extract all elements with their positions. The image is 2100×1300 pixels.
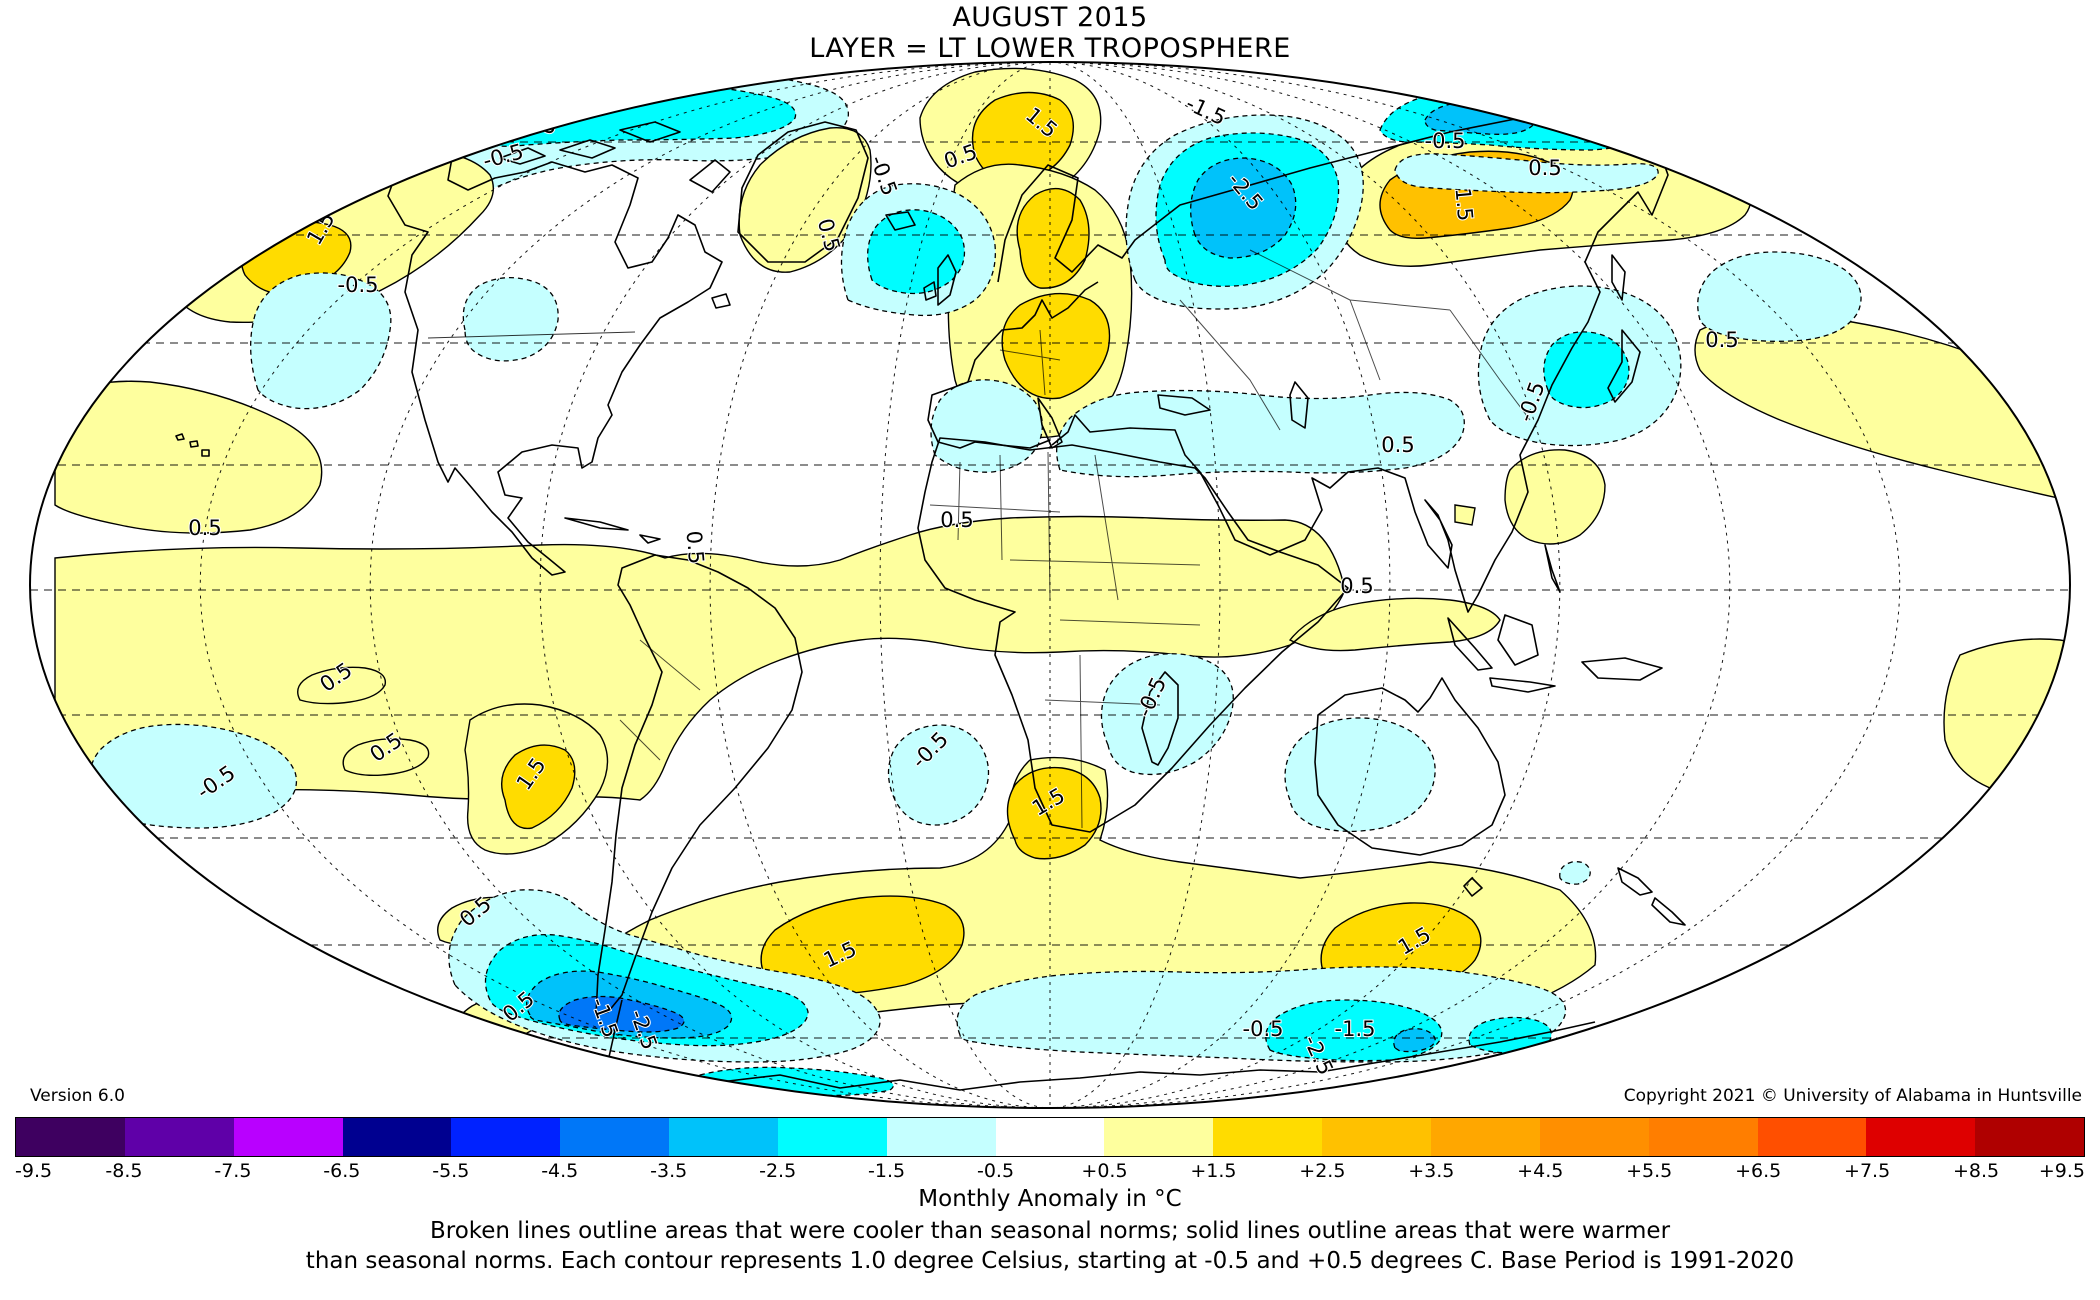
colorbar-tick--5.5: -5.5 bbox=[432, 1160, 470, 1182]
caption-line-1: Broken lines outline areas that were coo… bbox=[429, 1218, 1671, 1244]
colorbar-tick--7.5: -7.5 bbox=[214, 1160, 252, 1182]
contour-label-18: 0.5 bbox=[940, 508, 973, 532]
colorbar-segment-12 bbox=[1322, 1118, 1431, 1156]
contour-label-33: -0.5 bbox=[1243, 1017, 1284, 1041]
colorbar-segment-5 bbox=[560, 1118, 670, 1156]
colorbar-segment-10 bbox=[1104, 1118, 1214, 1156]
colorbar-tick--2.5: -2.5 bbox=[759, 1160, 797, 1182]
colorbar-tick--8.5: -8.5 bbox=[105, 1160, 143, 1182]
map-caption: Broken lines outline areas that were coo… bbox=[0, 1216, 2100, 1277]
colorbar-segment-16 bbox=[1757, 1118, 1867, 1156]
colorbar-segment-15 bbox=[1648, 1118, 1758, 1156]
colorbar-ticks: -9.5 -8.5 -7.5 -6.5 -5.5 -4.5 -3.5 -2.5 -1.5 -0.5… bbox=[15, 1160, 2085, 1186]
page-title: AUGUST 2015 LAYER = LT LOWER TROPOSPHERE bbox=[0, 2, 2100, 64]
colorbar-tick-+1.5: +1.5 bbox=[1190, 1160, 1237, 1182]
colorbar-title: Monthly Anomaly in °C bbox=[918, 1186, 1182, 1212]
colorbar-segment-9 bbox=[995, 1118, 1105, 1156]
colorbar-tick-+5.5: +5.5 bbox=[1626, 1160, 1673, 1182]
colorbar-tick-+7.5: +7.5 bbox=[1844, 1160, 1891, 1182]
colorbar-tick--6.5: -6.5 bbox=[323, 1160, 361, 1182]
title-layer: LAYER = LT LOWER TROPOSPHERE bbox=[809, 33, 1291, 65]
contour-label-4: 0.5 bbox=[813, 216, 845, 254]
colorbar-tick--3.5: -3.5 bbox=[650, 1160, 688, 1182]
contour-label-3: -0.5 bbox=[338, 273, 379, 297]
colorbar-tick-+0.5: +0.5 bbox=[1081, 1160, 1128, 1182]
colorbar-tick--1.5: -1.5 bbox=[868, 1160, 906, 1182]
copyright-label: Copyright 2021 © University of Alabama i… bbox=[1623, 1086, 2082, 1106]
contour-label-15: 0.5 bbox=[188, 516, 221, 540]
version-label: Version 6.0 bbox=[30, 1086, 125, 1106]
world-anomaly-map: -1.5 -0.5 1.5 -0.5 0.5 -0.5 1.5 0.5 -1.5 -2.5 -0.5… bbox=[29, 61, 2071, 1109]
colorbar-segment-17 bbox=[1866, 1118, 1976, 1156]
anomaly-colorbar bbox=[15, 1117, 2085, 1157]
colorbar-segment-14 bbox=[1539, 1118, 1649, 1156]
colorbar-segment-18 bbox=[1975, 1118, 2085, 1156]
colorbar-segment-3 bbox=[342, 1118, 452, 1156]
colorbar-tick-+2.5: +2.5 bbox=[1299, 1160, 1346, 1182]
map-boundary-ellipse bbox=[29, 61, 2071, 1109]
caption-line-2: than seasonal norms. Each contour repres… bbox=[305, 1248, 1795, 1275]
cool-regions bbox=[88, 87, 1875, 1097]
footer-row: Version 6.0 Copyright 2021 © University … bbox=[0, 1086, 2100, 1108]
colorbar-segment-4 bbox=[451, 1118, 561, 1156]
colorbar-tick-+8.5: +8.5 bbox=[1952, 1160, 2000, 1182]
colorbar-tick--9.5: -9.5 bbox=[15, 1160, 53, 1182]
colorbar-tick--4.5: -4.5 bbox=[541, 1160, 579, 1182]
colorbar-tick-+4.5: +4.5 bbox=[1517, 1160, 1564, 1182]
colorbar-tick-+9.5: +9.5 bbox=[2038, 1160, 2085, 1182]
contour-label-13: 0.5 bbox=[1705, 328, 1738, 352]
contour-label-16: 0.5 bbox=[682, 530, 709, 565]
colorbar-tick-+6.5: +6.5 bbox=[1735, 1160, 1782, 1182]
colorbar-tick-+3.5: +3.5 bbox=[1408, 1160, 1455, 1182]
colorbar-segment-7 bbox=[777, 1118, 887, 1156]
map-svg: -1.5-0.51.5-0.50.5-0.51.50.5-1.5-2.5-0.5… bbox=[29, 61, 2071, 1109]
contour-label-22: 0.5 bbox=[1340, 574, 1373, 598]
contour-label-12: 1.5 bbox=[1451, 187, 1478, 222]
colorbar-segment-8 bbox=[886, 1118, 996, 1156]
title-month: AUGUST 2015 bbox=[952, 2, 1148, 33]
contour-label-10: -0.5 bbox=[1425, 129, 1466, 153]
colorbar-segment-0 bbox=[16, 1118, 125, 1156]
colorbar-segment-1 bbox=[124, 1118, 234, 1156]
colorbar-segment-2 bbox=[233, 1118, 343, 1156]
colorbar-segment-13 bbox=[1430, 1118, 1540, 1156]
colorbar-segment-6 bbox=[669, 1118, 778, 1156]
colorbar-tick--0.5: -0.5 bbox=[976, 1160, 1015, 1182]
contour-label-17: 0.5 bbox=[1381, 433, 1414, 457]
contour-label-11: 0.5 bbox=[1528, 156, 1561, 180]
contour-label-34: -1.5 bbox=[1335, 1017, 1376, 1041]
colorbar-segment-11 bbox=[1213, 1118, 1323, 1156]
